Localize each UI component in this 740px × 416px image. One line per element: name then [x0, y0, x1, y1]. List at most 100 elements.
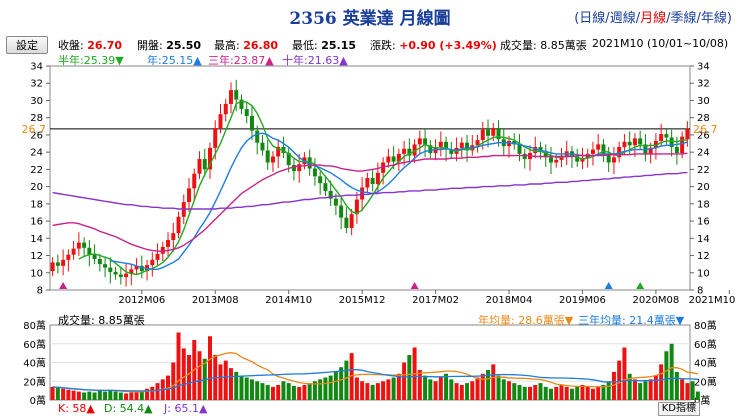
candle-body [428, 145, 433, 154]
volume-bar [281, 381, 286, 400]
volume-bar [223, 360, 228, 400]
candle-body [50, 262, 55, 272]
volume-bar [270, 386, 275, 400]
candle-body [480, 129, 485, 141]
volume-bar [423, 375, 428, 400]
volume-bar [564, 386, 569, 400]
candle-body [192, 173, 197, 189]
candle-body [155, 253, 160, 260]
candle-body [354, 199, 359, 215]
candle-body [160, 246, 165, 254]
y-tick-label-left: 14 [30, 234, 43, 245]
volume-bar [601, 385, 606, 400]
candle-body [496, 128, 501, 140]
candle-body [297, 164, 302, 172]
candle-body [103, 264, 108, 268]
candle-body [118, 274, 123, 278]
candle-body [548, 157, 553, 163]
candle-body [381, 162, 386, 173]
y-tick-label-right: 14 [697, 234, 710, 245]
ma-line-3 [52, 171, 688, 210]
candle-body [664, 134, 669, 138]
candle-body [543, 152, 548, 158]
volume-bar [596, 386, 601, 400]
candle-body [176, 216, 181, 234]
candle-body [449, 149, 454, 154]
period-link-2[interactable]: 月線 [640, 11, 667, 26]
volume-bar [454, 383, 459, 400]
candle-body [554, 159, 559, 163]
signal-marker [636, 282, 645, 289]
volume-bar [145, 388, 150, 400]
volume-bar [491, 364, 496, 400]
candle-body [438, 141, 443, 147]
volume-bar [297, 386, 302, 400]
volume-bar [512, 383, 517, 400]
volume-bar [50, 386, 55, 400]
volume-bar [381, 381, 386, 400]
candle-body [82, 242, 87, 248]
candle-body [391, 156, 396, 162]
candle-body [512, 140, 517, 145]
volume-bar [124, 393, 129, 400]
candle-body [124, 273, 129, 278]
volume-bar [622, 347, 627, 400]
candle-body [627, 141, 632, 146]
candle-body [680, 136, 685, 154]
candle-body [417, 138, 422, 145]
candle-body [228, 90, 233, 104]
period-link-4[interactable]: 年線 [700, 11, 727, 26]
volume-bar [103, 391, 108, 400]
y-tick-label-right: 12 [697, 251, 710, 262]
volume-bar [501, 379, 506, 400]
candle-body [270, 156, 275, 163]
volume-bar [276, 385, 281, 400]
candle-body [333, 198, 338, 206]
volume-bar [208, 336, 212, 400]
candle-body [234, 90, 239, 100]
period-link-1[interactable]: 週線 [609, 11, 636, 26]
candle-body [412, 144, 417, 156]
volume-bar [113, 391, 118, 400]
quote-period: 2021M10 (10/01~10/08) [592, 37, 729, 50]
candle-body [659, 134, 664, 141]
volume-bar [470, 381, 475, 400]
volume-y-label-left: 0萬 [30, 394, 46, 407]
volume-y-label-left: 20萬 [23, 375, 46, 388]
candle-body [575, 156, 580, 162]
settings-button[interactable]: 設定 [6, 36, 48, 54]
candle-body [590, 149, 595, 154]
volume-bar [197, 351, 202, 400]
volume-bar [218, 364, 223, 400]
candle-body [365, 178, 370, 188]
volume-bar [244, 377, 249, 400]
candle-body [522, 153, 527, 160]
y-tick-label-right: 20 [697, 182, 710, 193]
x-tick-label: 2013M08 [192, 295, 239, 306]
volume-bar [669, 343, 674, 400]
candle-body [113, 271, 118, 275]
volume-bar [433, 381, 438, 400]
volume-bar [632, 379, 637, 400]
candle-body [71, 248, 76, 255]
candle-body [423, 138, 428, 146]
volume-bar [333, 371, 338, 400]
volume-bar [690, 381, 695, 400]
x-tick-label: 2015M12 [339, 295, 386, 306]
candle-body [61, 259, 66, 266]
volume-bar [590, 388, 595, 400]
volume-bar [139, 390, 144, 400]
y-tick-label-left: 18 [30, 199, 43, 210]
volume-bar [239, 375, 244, 400]
kd-indicator-button[interactable]: KD指標 [657, 402, 700, 416]
reference-price-label-left: 26.7 [22, 123, 47, 136]
period-link-0[interactable]: 日線 [579, 11, 606, 26]
y-tick-label-left: 28 [30, 113, 43, 124]
candle-body [76, 242, 81, 249]
volume-bar [528, 386, 532, 400]
period-selector: (日線/週線/月線/季線/年線) [574, 11, 732, 26]
period-link-3[interactable]: 季線 [670, 11, 697, 26]
candle-body [328, 190, 333, 199]
volume-bar [302, 385, 307, 400]
